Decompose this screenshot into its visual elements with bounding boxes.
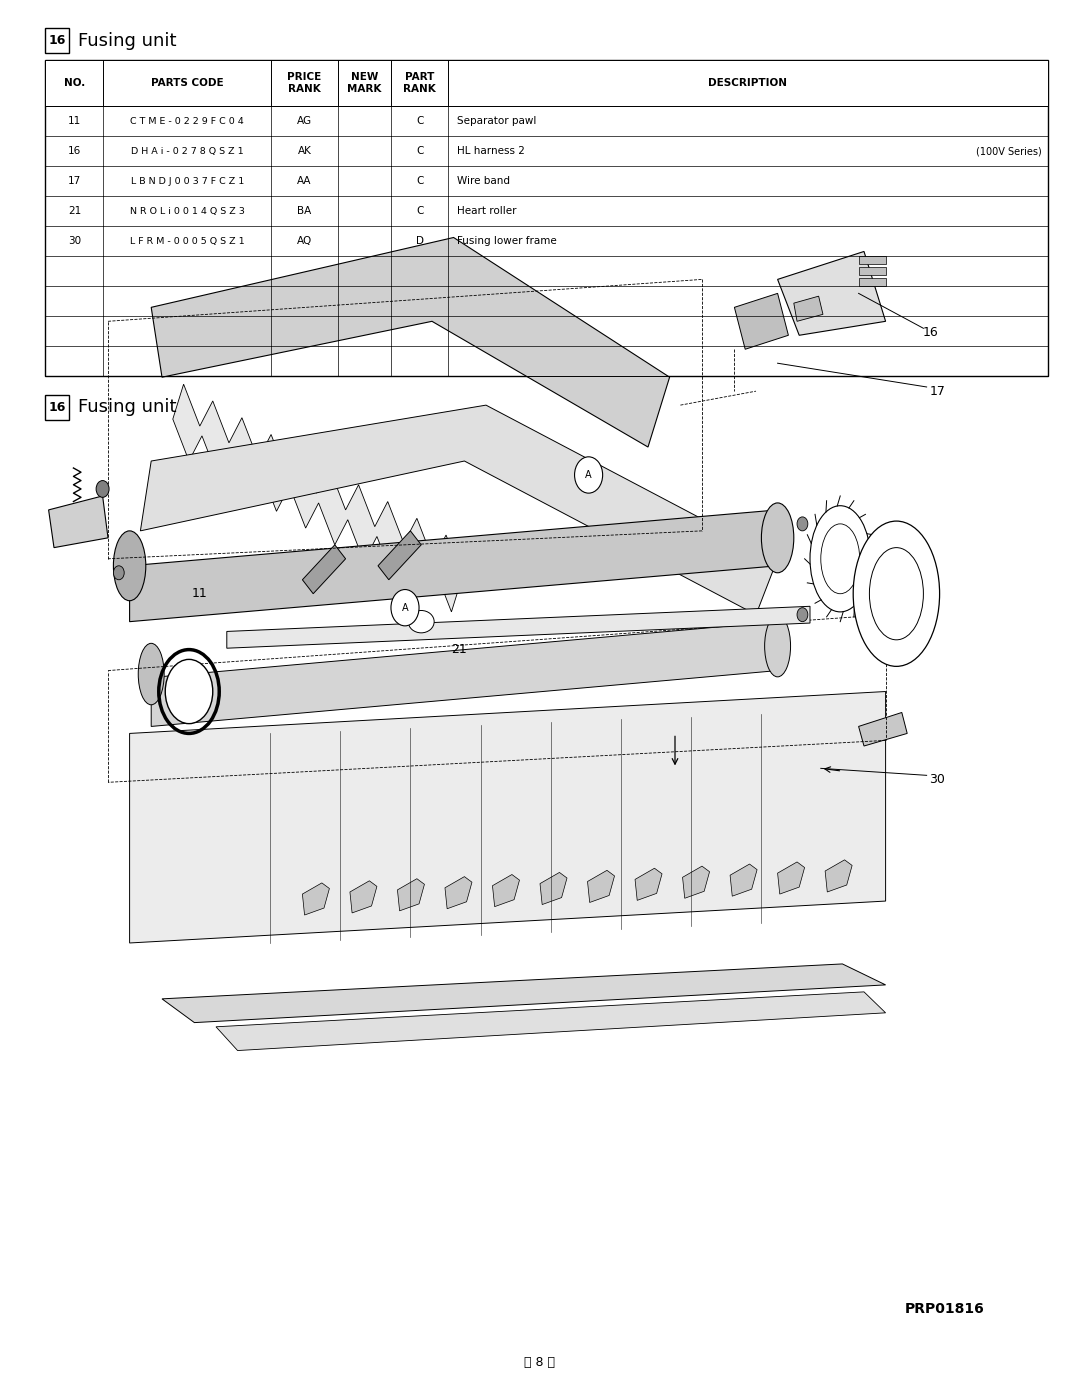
Text: BA: BA xyxy=(297,207,311,217)
Text: D H A i - 0 2 7 8 Q S Z 1: D H A i - 0 2 7 8 Q S Z 1 xyxy=(131,147,243,155)
Text: A: A xyxy=(585,469,592,481)
Polygon shape xyxy=(227,606,810,648)
Ellipse shape xyxy=(765,615,791,676)
Text: C: C xyxy=(416,147,423,156)
Text: 21: 21 xyxy=(68,207,81,217)
Text: Fusing lower frame: Fusing lower frame xyxy=(457,236,556,246)
Text: 11: 11 xyxy=(68,116,81,126)
Text: AA: AA xyxy=(297,176,312,186)
Text: Separator pawl: Separator pawl xyxy=(457,116,537,126)
Polygon shape xyxy=(140,405,778,615)
Text: 16: 16 xyxy=(923,326,939,339)
Polygon shape xyxy=(130,692,886,943)
Polygon shape xyxy=(778,251,886,335)
Polygon shape xyxy=(151,237,670,447)
Polygon shape xyxy=(445,877,472,909)
Polygon shape xyxy=(162,964,886,1023)
Text: 16: 16 xyxy=(49,34,66,47)
Text: N R O L i 0 0 1 4 Q S Z 3: N R O L i 0 0 1 4 Q S Z 3 xyxy=(130,207,244,215)
Text: Heart roller: Heart roller xyxy=(457,207,516,217)
Text: D: D xyxy=(416,236,423,246)
Text: NEW
MARK: NEW MARK xyxy=(348,73,381,94)
Ellipse shape xyxy=(821,524,860,594)
Bar xyxy=(45,28,69,53)
Text: AK: AK xyxy=(297,147,311,156)
Text: 21: 21 xyxy=(451,643,467,657)
Text: AG: AG xyxy=(297,116,312,126)
Bar xyxy=(45,395,69,420)
Text: Fusing unit: Fusing unit xyxy=(78,398,176,416)
Bar xyxy=(859,278,886,286)
Polygon shape xyxy=(302,545,346,594)
Text: L B N D J 0 0 3 7 F C Z 1: L B N D J 0 0 3 7 F C Z 1 xyxy=(131,177,244,186)
Polygon shape xyxy=(49,496,108,548)
Polygon shape xyxy=(588,870,615,902)
Circle shape xyxy=(575,457,603,493)
Text: HL harness 2: HL harness 2 xyxy=(457,147,525,156)
Ellipse shape xyxy=(853,521,940,666)
Ellipse shape xyxy=(869,548,923,640)
Ellipse shape xyxy=(797,608,808,622)
Text: 16: 16 xyxy=(49,401,66,414)
Text: Fusing unit: Fusing unit xyxy=(78,32,176,49)
Polygon shape xyxy=(794,296,823,321)
Text: 17: 17 xyxy=(930,384,945,398)
Polygon shape xyxy=(730,863,757,897)
Ellipse shape xyxy=(138,643,164,705)
Bar xyxy=(45,60,1048,377)
Polygon shape xyxy=(635,868,662,901)
Text: 11: 11 xyxy=(192,587,207,601)
Polygon shape xyxy=(825,859,852,893)
Bar xyxy=(45,60,1048,106)
Text: C: C xyxy=(416,116,423,126)
Text: － 8 －: － 8 － xyxy=(525,1355,555,1369)
Ellipse shape xyxy=(165,659,213,724)
Text: A: A xyxy=(402,602,408,613)
Text: 11: 11 xyxy=(419,615,434,629)
Polygon shape xyxy=(216,992,886,1051)
Ellipse shape xyxy=(810,506,870,612)
Text: NO.: NO. xyxy=(64,78,85,88)
Polygon shape xyxy=(350,882,377,914)
Ellipse shape xyxy=(408,610,434,633)
Text: 17: 17 xyxy=(68,176,81,186)
Text: PART
RANK: PART RANK xyxy=(403,73,436,94)
Ellipse shape xyxy=(113,566,124,580)
Text: L F R M - 0 0 0 5 Q S Z 1: L F R M - 0 0 0 5 Q S Z 1 xyxy=(130,237,244,246)
Text: PRICE
RANK: PRICE RANK xyxy=(287,73,322,94)
Polygon shape xyxy=(683,866,710,898)
Polygon shape xyxy=(151,622,778,726)
Polygon shape xyxy=(492,875,519,907)
Ellipse shape xyxy=(761,503,794,573)
Text: C T M E - 0 2 2 9 F C 0 4: C T M E - 0 2 2 9 F C 0 4 xyxy=(131,117,244,126)
Polygon shape xyxy=(130,510,778,622)
Polygon shape xyxy=(378,531,421,580)
Ellipse shape xyxy=(113,531,146,601)
Bar xyxy=(859,267,886,275)
Polygon shape xyxy=(302,883,329,915)
Text: C: C xyxy=(416,207,423,217)
Circle shape xyxy=(391,590,419,626)
Polygon shape xyxy=(859,712,907,746)
Text: Wire band: Wire band xyxy=(457,176,510,186)
Text: PARTS CODE: PARTS CODE xyxy=(151,78,224,88)
Text: AQ: AQ xyxy=(297,236,312,246)
Ellipse shape xyxy=(797,517,808,531)
Text: 30: 30 xyxy=(930,773,945,787)
Text: DESCRIPTION: DESCRIPTION xyxy=(708,78,787,88)
Text: PRP01816: PRP01816 xyxy=(905,1302,985,1316)
Polygon shape xyxy=(540,872,567,905)
Polygon shape xyxy=(397,879,424,911)
Text: 16: 16 xyxy=(68,147,81,156)
Polygon shape xyxy=(734,293,788,349)
Ellipse shape xyxy=(96,481,109,497)
Polygon shape xyxy=(778,862,805,894)
Text: (100V Series): (100V Series) xyxy=(976,147,1042,156)
Text: C: C xyxy=(416,176,423,186)
Polygon shape xyxy=(173,384,462,612)
Bar xyxy=(859,256,886,264)
Text: 30: 30 xyxy=(68,236,81,246)
